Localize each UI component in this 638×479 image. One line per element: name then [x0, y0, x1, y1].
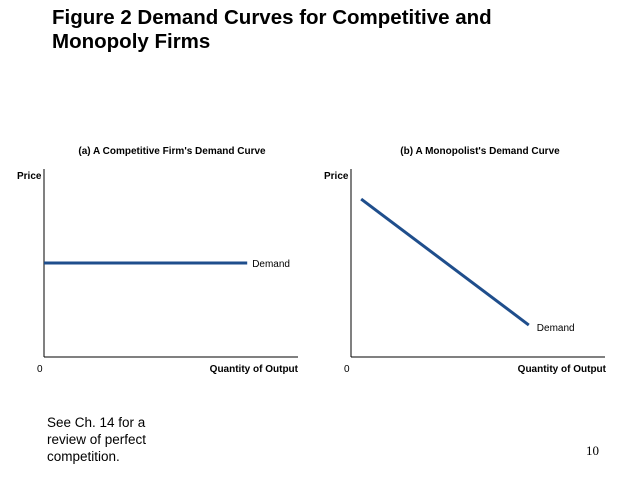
review-note: See Ch. 14 for a review of perfect compe…: [47, 414, 167, 465]
chart-b-y-axis-label: Price: [324, 171, 349, 182]
chart-b-origin-label: 0: [344, 364, 350, 375]
slide-title-line-1: Figure 2 Demand Curves for Competitive a…: [52, 6, 492, 29]
chart-a-x-axis-label: Quantity of Output: [210, 364, 299, 375]
slide-title: Figure 2 Demand Curves for Competitive a…: [52, 6, 572, 54]
chart-b-x-axis-label: Quantity of Output: [518, 364, 607, 375]
review-note-line-3: competition.: [47, 449, 120, 464]
review-note-line-2: review of perfect: [47, 432, 147, 447]
chart-b-title: (b) A Monopolist's Demand Curve: [400, 146, 560, 157]
review-note-line-1: See Ch. 14 for a: [47, 415, 146, 430]
page-number: 10: [586, 443, 599, 458]
chart-a-origin-label: 0: [37, 364, 43, 375]
chart-panel-b: (b) A Monopolist's Demand Curve Price 0 …: [324, 146, 607, 375]
chart-b-demand-line: [360, 197, 530, 327]
chart-a-y-axis-label: Price: [17, 171, 42, 182]
chart-a-title: (a) A Competitive Firm's Demand Curve: [78, 146, 266, 157]
slide-title-line-2: Monopoly Firms: [52, 30, 211, 53]
chart-b-demand-label: Demand: [537, 323, 575, 334]
chart-panel-a: (a) A Competitive Firm's Demand Curve Pr…: [17, 146, 299, 375]
chart-a-demand-label: Demand: [252, 259, 290, 270]
